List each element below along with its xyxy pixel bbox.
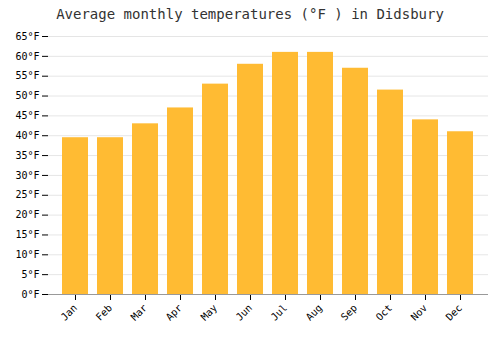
svg-text:30°F: 30°F [15, 170, 39, 181]
svg-text:Dec: Dec [444, 302, 465, 323]
svg-text:Apr: Apr [164, 302, 185, 323]
svg-text:Aug: Aug [304, 302, 325, 323]
svg-text:0°F: 0°F [21, 289, 39, 300]
svg-text:Nov: Nov [409, 302, 430, 323]
svg-text:45°F: 45°F [15, 110, 39, 121]
svg-text:15°F: 15°F [15, 229, 39, 240]
svg-text:Jul: Jul [269, 302, 290, 323]
svg-text:10°F: 10°F [15, 249, 39, 260]
svg-text:20°F: 20°F [15, 209, 39, 220]
svg-text:Oct: Oct [374, 302, 395, 323]
svg-text:40°F: 40°F [15, 130, 39, 141]
svg-text:50°F: 50°F [15, 90, 39, 101]
svg-text:5°F: 5°F [21, 269, 39, 280]
html-text:Average monthly temperatures (: Average monthly temperatures (°F ) in Di… [56, 6, 444, 22]
svg-text:Jun: Jun [234, 302, 255, 323]
svg-text:25°F: 25°F [15, 189, 39, 200]
svg-text:Jan: Jan [59, 302, 80, 323]
svg-text:Feb: Feb [94, 302, 115, 323]
svg-text:55°F: 55°F [15, 70, 39, 81]
svg-text:Sep: Sep [339, 302, 360, 323]
svg-text:35°F: 35°F [15, 150, 39, 161]
svg-text:60°F: 60°F [15, 51, 39, 62]
svg-text:Mar: Mar [129, 302, 150, 323]
svg-text:65°F: 65°F [15, 31, 39, 42]
svg-text:May: May [199, 302, 220, 323]
